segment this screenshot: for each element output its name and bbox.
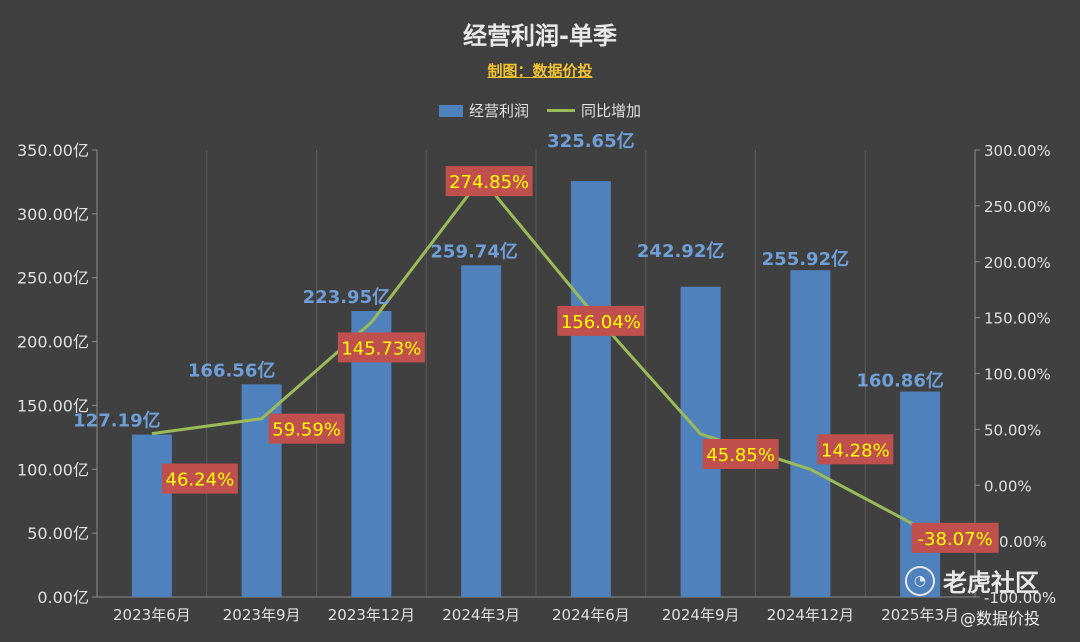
bar: [900, 391, 941, 597]
legend-bar-swatch: [438, 104, 463, 117]
legend-line-swatch: [547, 109, 575, 112]
y-right-tick-label: -50.00%: [984, 533, 1047, 551]
legend-bar-label: 经营利润: [468, 102, 529, 120]
chart-title: 经营利润-单季: [463, 22, 617, 50]
bar-value-label: 242.92亿: [637, 240, 724, 262]
growth-badge: [817, 434, 894, 465]
y-left-tick-label: 300.00亿: [17, 205, 89, 224]
growth-badge-label: 45.85%: [706, 445, 775, 466]
y-left-tick-label: 200.00亿: [17, 333, 89, 352]
legend-line-label: 同比增加: [581, 102, 642, 120]
y-left-tick-label: 150.00亿: [17, 396, 89, 415]
growth-badge: [557, 305, 645, 336]
y-right-tick-label: 0.00%: [984, 477, 1032, 495]
bar-value-label: 259.74亿: [430, 240, 517, 262]
chart-subtitle: 制图：数据价投: [487, 62, 593, 80]
y-left-tick-label: 100.00亿: [17, 460, 89, 479]
watermark-brand: 老虎社区: [943, 569, 1039, 597]
growth-badge-label: -38.07%: [918, 529, 993, 550]
bar-value-label: 223.95亿: [303, 286, 390, 308]
bar-value-label: 127.19亿: [73, 410, 160, 432]
bar-value-label: 325.65亿: [547, 130, 634, 152]
y-right-tick-label: 300.00%: [984, 142, 1051, 160]
y-right-tick-label: 200.00%: [984, 254, 1051, 272]
x-tick-label: 2024年6月: [552, 606, 630, 624]
bar: [131, 434, 172, 597]
x-tick-label: 2024年12月: [767, 606, 854, 624]
growth-badge: [911, 522, 999, 553]
growth-badge-label: 156.04%: [561, 312, 641, 333]
bar-value-label: 255.92亿: [762, 248, 849, 270]
growth-badge-label: 59.59%: [272, 420, 341, 441]
growth-badge-label: 145.73%: [341, 338, 421, 359]
y-right-tick-label: -100.00%: [984, 589, 1056, 607]
growth-badge: [337, 332, 425, 363]
tiger-logo-icon: ◔: [905, 565, 935, 596]
x-tick-label: 2023年6月: [113, 606, 191, 624]
y-right-tick-label: 250.00%: [984, 198, 1051, 216]
x-tick-label: 2024年3月: [442, 606, 520, 624]
y-left-tick-label: 250.00亿: [17, 269, 89, 288]
x-tick-label: 2023年9月: [223, 606, 301, 624]
y-left-tick-label: 50.00亿: [27, 524, 89, 543]
y-right-tick-label: 100.00%: [984, 366, 1051, 384]
legend-item-line: 同比增加: [547, 100, 641, 121]
bar: [570, 181, 611, 597]
y-right-tick-label: 150.00%: [984, 310, 1051, 328]
growth-badge: [702, 439, 779, 470]
legend: 经营利润 同比增加: [0, 100, 1080, 121]
watermark-handle: @数据价投: [960, 609, 1041, 628]
bar-value-label: 160.86亿: [856, 370, 943, 392]
x-tick-label: 2024年9月: [662, 606, 740, 624]
y-right-tick-label: 50.00%: [984, 421, 1041, 439]
growth-badge-label: 14.28%: [821, 440, 890, 461]
growth-badge-label: 46.24%: [166, 470, 235, 491]
x-tick-label: 2023年12月: [328, 606, 415, 624]
growth-line: [151, 176, 921, 530]
y-left-tick-label: 0.00亿: [37, 588, 89, 607]
bar: [790, 270, 831, 597]
legend-item-bar: 经营利润: [438, 100, 529, 121]
bar-value-label: 166.56亿: [188, 359, 275, 381]
x-tick-label: 2025年3月: [881, 606, 959, 624]
bar: [461, 265, 502, 597]
growth-badge: [268, 413, 345, 444]
y-left-tick-label: 350.00亿: [17, 141, 89, 160]
growth-badge: [445, 166, 533, 197]
watermark-logo: ◔ 老虎社区: [905, 563, 1039, 598]
growth-badge-label: 274.85%: [449, 172, 529, 193]
growth-badge: [161, 463, 238, 494]
